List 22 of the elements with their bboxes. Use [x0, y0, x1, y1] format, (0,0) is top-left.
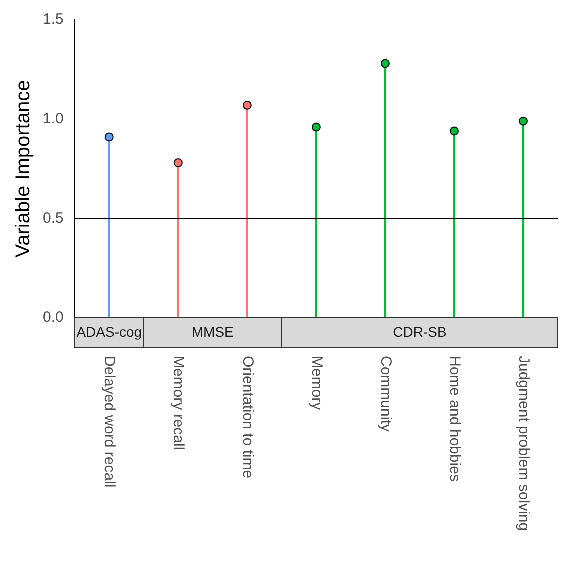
x-tick-label: Memory recall [170, 356, 188, 450]
point [104, 132, 114, 142]
x-tick-label: Judgment problem solving [515, 356, 532, 532]
point [380, 59, 390, 68]
text: MMSE [192, 324, 234, 340]
point [242, 100, 252, 110]
text: CDR-SB [393, 324, 447, 340]
x-tick-label: Memory [308, 356, 326, 411]
y-tick-label: 1.0 [42, 110, 64, 128]
point [450, 126, 459, 136]
y-tick-label: 1.5 [42, 11, 64, 28]
y-tick-label: 0.5 [42, 210, 64, 227]
x-tick-label: Delayed word recall [101, 356, 118, 488]
x-tick-label: Community [377, 356, 394, 432]
point [312, 122, 321, 132]
y-tick-label: 0.0 [42, 309, 64, 326]
x-tick-label: Orientation to time [239, 356, 256, 479]
x-tick-label: Home and hobbies [446, 356, 464, 482]
text: ADAS-cog [76, 324, 142, 340]
y-axis-title: Variable Importance [12, 80, 35, 258]
point [518, 116, 528, 126]
point [174, 158, 183, 168]
